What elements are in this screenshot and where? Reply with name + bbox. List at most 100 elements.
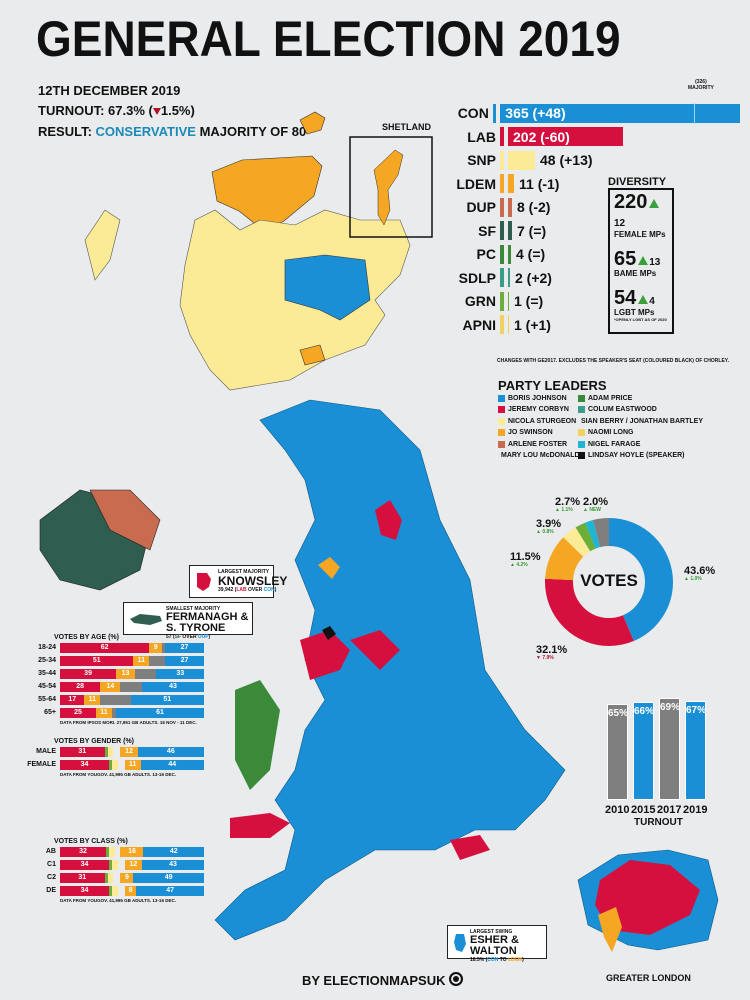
swatch-icon	[498, 429, 505, 437]
party-swatch	[500, 174, 504, 194]
turnout-bar: 67%	[685, 701, 706, 800]
swatch-icon	[578, 440, 585, 448]
party-label: SF	[478, 222, 496, 239]
class-row: DE 34 8 47	[34, 885, 204, 896]
class-row: C1 34 12 43	[34, 859, 204, 870]
donut-center-label: VOTES	[580, 571, 638, 590]
chorley-speaker	[322, 626, 336, 640]
votes-label-lab: 32.1% ▼ 7.9%	[536, 644, 568, 661]
up-arrow-icon	[638, 256, 649, 265]
scotland-highlands-ldem	[211, 155, 323, 232]
chart-title: VOTES BY AGE (%)	[54, 634, 119, 641]
age-row: 65+ 25 11 61	[34, 707, 204, 718]
leader-item: MARY LOU McDONALD	[501, 452, 580, 460]
party-swatch	[500, 197, 504, 217]
party-label: DUP	[466, 199, 496, 216]
swatch-icon	[498, 417, 505, 425]
party-swatch	[492, 103, 497, 123]
age-row: 45-54 28 14 43	[34, 681, 204, 692]
largest-swing-callout: LARGEST SWING ESHER & WALTON 18.5% (CON …	[447, 925, 547, 963]
diversity-lgbt: 54 4	[614, 287, 655, 309]
turnout-bar: 69%	[659, 698, 680, 800]
diversity-label: FEMALE MPs	[614, 230, 666, 239]
seat-row-snp: SNP 48 (+13)	[440, 150, 740, 171]
result-summary: RESULT: CONSERVATIVE MAJORITY OF 80	[38, 124, 306, 139]
england-con	[214, 399, 566, 941]
seat-row-sdlp: SDLP 2 (+2)	[440, 268, 740, 289]
turnout-year: 2017	[657, 804, 682, 816]
diversity-heading: DIVERSITY	[608, 176, 667, 188]
up-arrow-icon	[638, 295, 649, 304]
greater-london-label: GREATER LONDON	[606, 973, 691, 983]
party-label: CON	[457, 105, 489, 122]
swatch-icon	[498, 406, 505, 414]
seat-bar	[508, 244, 511, 264]
leader-item: BORIS JOHNSON	[498, 393, 578, 404]
greater-london-ldem	[598, 907, 622, 952]
leader-item: ADAM PRICE	[578, 393, 698, 404]
seat-bar	[508, 197, 512, 217]
diversity-female: 22012	[614, 192, 668, 231]
knowsley-shape-icon	[197, 573, 211, 591]
leader-item: ARLENE FOSTER	[498, 439, 578, 450]
chart-source: DATA FROM YOUGOV. 41,995 GB ADULTS. 13-1…	[60, 772, 176, 777]
seat-row-pc: PC 4 (=)	[440, 244, 740, 265]
turnout-year: 2019	[683, 804, 708, 816]
diversity-label: BAME MPs	[614, 269, 657, 278]
esher-shape-icon	[454, 934, 466, 952]
orkney-islands	[299, 111, 326, 135]
turnout-bar: 65%	[607, 704, 628, 800]
age-row: 18-24 62 9 27	[34, 642, 204, 653]
greater-london-lab	[595, 860, 700, 935]
diversity-bame: 65 13	[614, 248, 661, 270]
cumbria-ldem	[318, 557, 340, 579]
party-leaders-legend: PARTY LEADERS BORIS JOHNSON ADAM PRICE J…	[498, 378, 703, 461]
party-label: APNI	[462, 316, 496, 333]
swatch-icon	[498, 440, 505, 448]
majority-marker-label: (326) MAJORITY	[688, 79, 714, 91]
diversity-footnote: *OPENLY LGBT AS OF 2020	[614, 317, 667, 322]
seat-bar	[508, 315, 509, 335]
turnout-bar: 66%	[633, 702, 654, 800]
seat-row-apni: APNI 1 (+1)	[440, 315, 740, 336]
seat-row-con: CON 365 (+48)	[440, 103, 740, 124]
swatch-icon	[498, 394, 505, 402]
diversity-label: LGBT MPs	[614, 308, 655, 317]
shetland-label: SHETLAND	[382, 122, 431, 132]
election-date: 12TH DECEMBER 2019	[38, 83, 181, 98]
turnout-summary: TURNOUT: 67.3% (1.5%)	[38, 103, 195, 118]
fife-ldem	[299, 344, 326, 366]
leader-item: NICOLA STURGEON	[498, 416, 578, 427]
seat-row-ldem: LDEM 11 (-1)	[440, 174, 740, 195]
seat-bar	[508, 268, 510, 288]
northern-ireland-dup	[89, 489, 161, 551]
turnout-change: 1.5%	[160, 103, 191, 118]
seat-row-sf: SF 7 (=)	[440, 221, 740, 242]
age-row: 55-64 17 11 51	[34, 694, 204, 705]
slice-other	[545, 518, 673, 646]
down-arrow-icon	[152, 108, 161, 115]
result-party: CONSERVATIVE	[95, 124, 196, 139]
party-swatch	[500, 315, 504, 335]
wales-pc	[235, 680, 280, 790]
leader-item: JO SWINSON	[498, 428, 578, 439]
leader-item: JEREMY CORBYN	[498, 405, 578, 416]
party-label: SNP	[467, 152, 496, 169]
swatch-icon	[578, 406, 585, 414]
party-swatch	[500, 291, 504, 311]
seat-bar	[508, 174, 514, 194]
votes-label-ldem: 11.5% ▲ 4.2%	[510, 551, 541, 568]
chart-title: VOTES BY CLASS (%)	[54, 838, 128, 845]
fermanagh-shape-icon	[130, 614, 162, 625]
diversity-box: 22012 FEMALE MPs 65 13 BAME MPs 54 4 LGBT …	[608, 188, 674, 334]
chart-source: DATA FROM YOUGOV. 41,995 GB ADULTS. 13-1…	[60, 898, 176, 903]
south-wales-lab	[230, 813, 290, 838]
gender-row: FEMALE 34 11 44	[27, 759, 204, 770]
party-label: LDEM	[456, 175, 496, 192]
gender-row: MALE 31 12 46	[34, 746, 204, 757]
slice-lab	[545, 518, 673, 646]
turnout-suffix: )	[190, 103, 195, 118]
seat-bar	[508, 221, 512, 241]
party-label: SDLP	[458, 269, 496, 286]
